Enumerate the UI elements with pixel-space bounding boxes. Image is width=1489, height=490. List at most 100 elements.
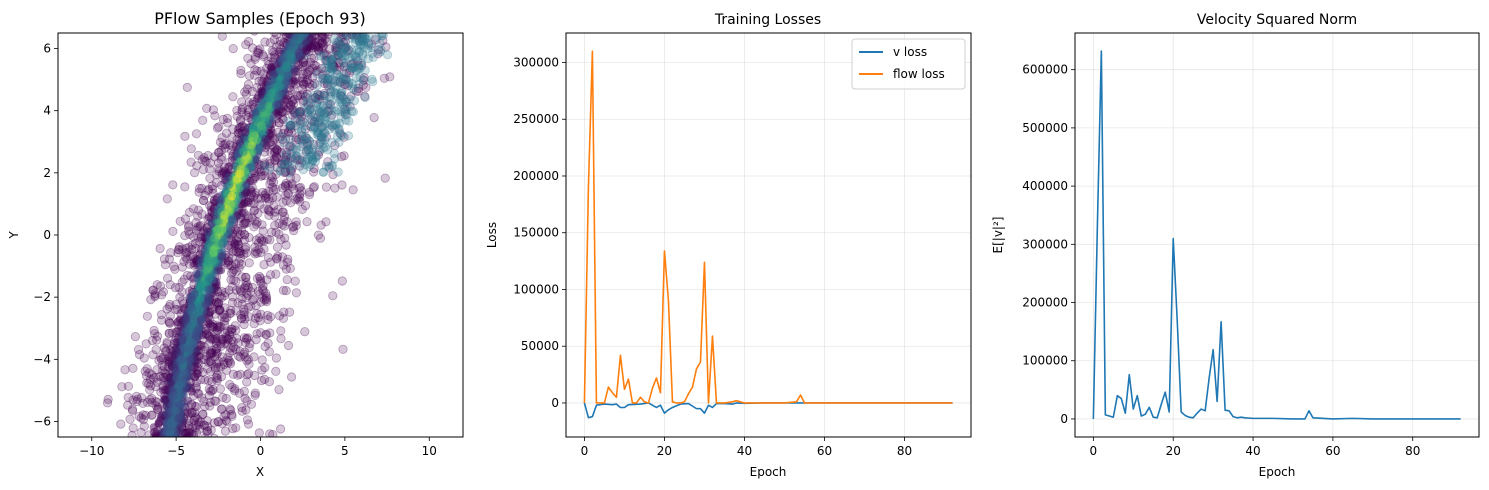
scatter-point — [285, 263, 295, 273]
scatter-point — [149, 325, 159, 336]
scatter-point — [206, 386, 216, 396]
scatter-point — [210, 111, 220, 121]
scatter-point — [339, 151, 349, 161]
scatter-point — [309, 90, 319, 101]
scatter-point — [162, 304, 172, 314]
scatter-point — [297, 84, 308, 95]
scatter-point — [215, 305, 225, 315]
scatter-point — [265, 429, 275, 437]
scatter-point — [323, 70, 333, 80]
scatter-point — [255, 289, 265, 299]
scatter-point — [265, 159, 275, 169]
scatter-point — [302, 107, 312, 117]
scatter-point — [233, 175, 242, 184]
scatter-point — [214, 298, 224, 308]
scatter-point — [204, 339, 214, 349]
scatter-point — [153, 446, 161, 454]
scatter-point — [261, 295, 271, 305]
series-line-0 — [583, 402, 953, 419]
scatter-point — [335, 77, 345, 87]
scatter-point — [279, 159, 290, 169]
scatter-point — [222, 326, 232, 336]
scatter-point — [231, 285, 241, 295]
scatter-point — [211, 372, 221, 382]
scatter-point — [173, 248, 183, 258]
scatter-point — [255, 276, 266, 286]
scatter-point — [340, 51, 350, 61]
scatter-point — [213, 298, 223, 308]
scatter-point — [240, 244, 250, 254]
scatter-point — [186, 346, 195, 355]
scatter-point — [276, 334, 286, 344]
scatter-point — [369, 113, 379, 123]
scatter-point — [252, 155, 261, 165]
scatter-point — [200, 433, 210, 437]
y-tick-label: 300000 — [513, 56, 559, 70]
scatter-point — [209, 433, 219, 437]
scatter-point — [205, 319, 214, 329]
scatter-point — [166, 417, 176, 427]
scatter-point — [207, 359, 217, 369]
scatter-point — [237, 105, 247, 115]
scatter-point — [207, 348, 217, 358]
scatter-point — [220, 426, 230, 436]
scatter-point — [240, 281, 251, 291]
scatter-point — [282, 64, 291, 73]
scatter-point — [204, 446, 212, 454]
scatter-point — [230, 239, 239, 248]
scatter-point — [273, 205, 283, 215]
scatter-point — [336, 152, 347, 162]
scatter-point — [220, 287, 230, 298]
grid — [566, 33, 971, 437]
scatter-point — [253, 114, 262, 124]
scatter-point — [302, 75, 313, 85]
scatter-point — [212, 370, 222, 380]
scatter-point — [317, 122, 327, 133]
scatter-point — [264, 164, 275, 174]
scatter-point — [196, 417, 206, 427]
scatter-point — [246, 301, 256, 311]
scatter-point — [240, 218, 250, 228]
scatter-point — [344, 116, 354, 126]
scatter-point — [347, 33, 357, 40]
scatter-point — [157, 444, 165, 452]
scatter-point — [244, 419, 254, 429]
scatter-point — [267, 76, 276, 85]
scatter-point — [228, 336, 238, 347]
scatter-point — [315, 94, 325, 105]
scatter-point — [271, 184, 281, 194]
scatter-point — [274, 110, 283, 120]
scatter-point — [382, 14, 390, 22]
y-tick-label: −4 — [33, 352, 51, 366]
scatter-point — [281, 150, 291, 160]
scatter-point — [225, 308, 235, 318]
scatter-point — [221, 393, 231, 404]
scatter-point — [188, 430, 198, 437]
scatter-point — [271, 366, 281, 376]
scatter-point — [197, 315, 206, 324]
scatter-point — [275, 424, 286, 434]
scatter-point — [247, 86, 257, 97]
scatter-point — [180, 131, 190, 141]
scatter-point — [287, 104, 297, 115]
scatter-point — [195, 352, 204, 361]
scatter-point — [302, 217, 312, 227]
scatter-point — [281, 240, 291, 250]
scatter-point — [242, 377, 252, 387]
scatter-point — [241, 447, 249, 455]
scatter-point — [294, 183, 304, 193]
scatter-point — [311, 61, 321, 71]
scatter-point — [270, 50, 280, 60]
scatter-point — [191, 412, 201, 422]
scatter-point — [219, 359, 229, 370]
scatter-point — [191, 402, 201, 412]
scatter-point — [321, 132, 331, 142]
y-ticks: 0 100000 200000 300000 400000 500000 600000 — [1022, 63, 1075, 426]
scatter-point — [279, 215, 289, 225]
scatter-point — [338, 344, 348, 354]
scatter-point — [263, 205, 273, 215]
scatter-point — [265, 270, 276, 280]
scatter-point — [235, 346, 245, 356]
scatter-point — [291, 133, 301, 143]
scatter-point — [197, 393, 207, 403]
